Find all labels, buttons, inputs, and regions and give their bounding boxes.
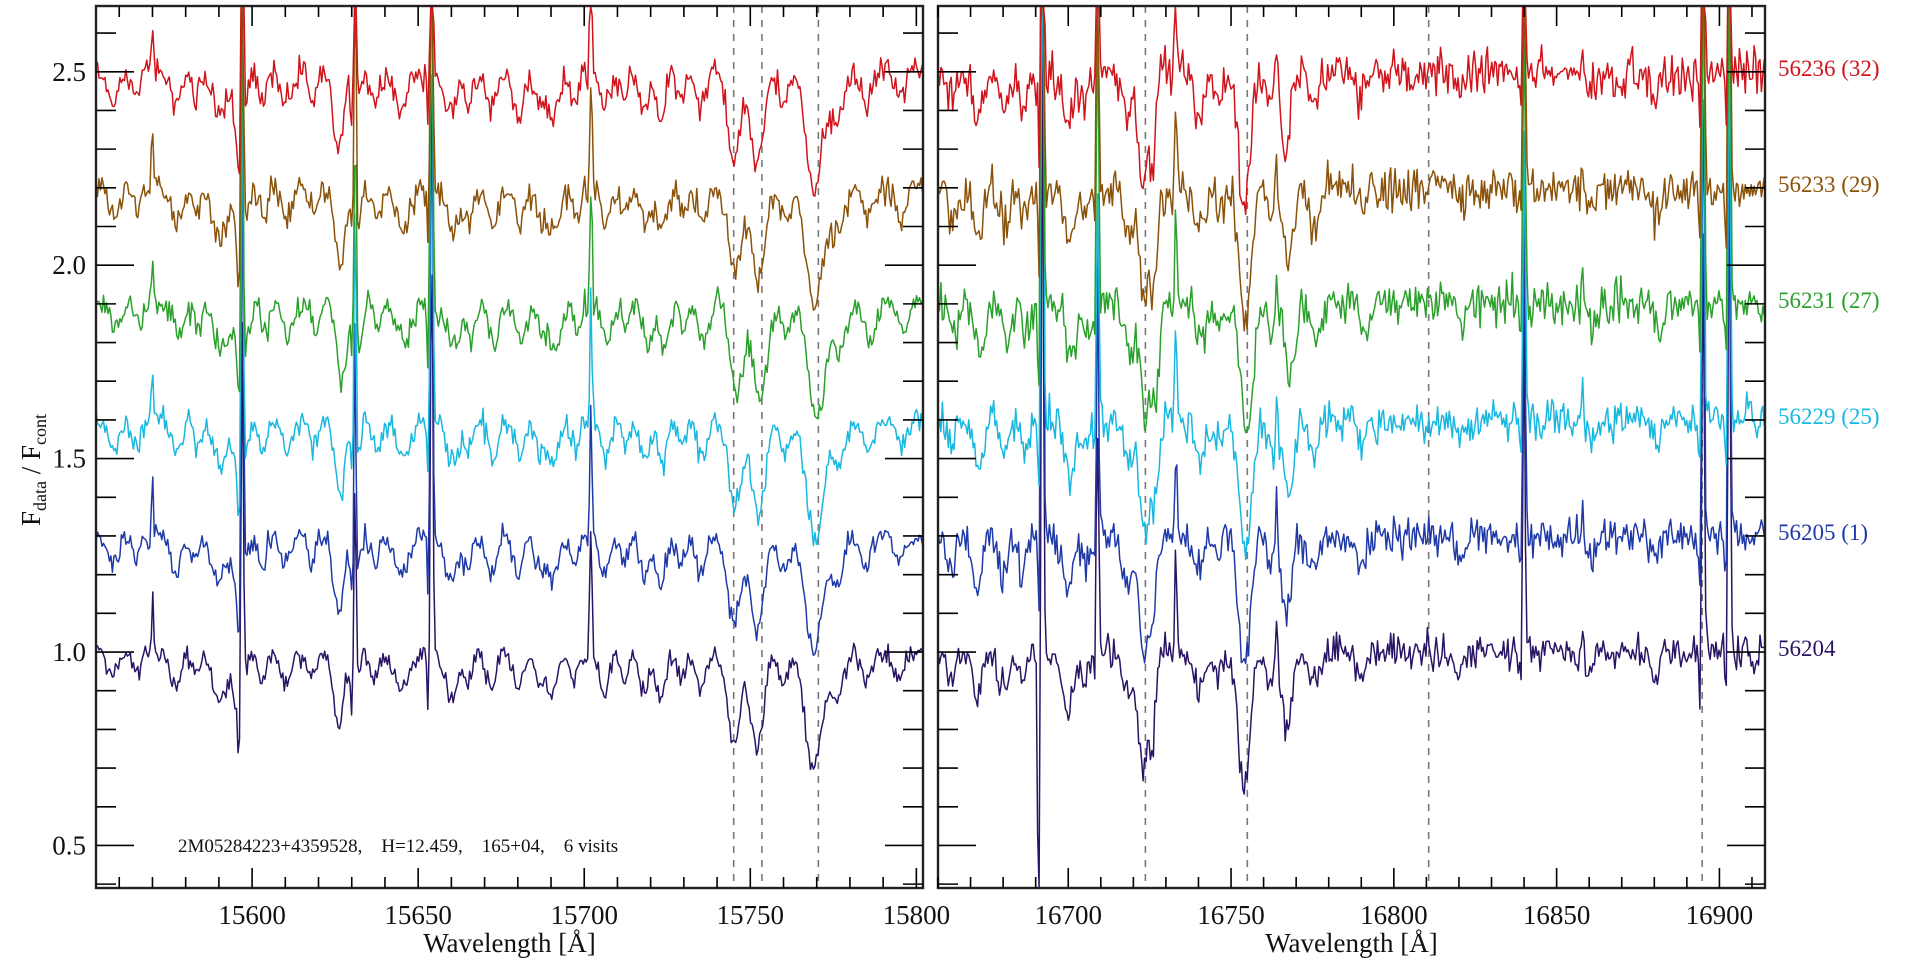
x-tick-label: 16800: [1360, 900, 1428, 930]
spectrum-56233: [96, 6, 923, 311]
y-tick-label: 1.5: [52, 444, 86, 474]
y-tick-label: 2.0: [52, 250, 86, 280]
right-panel: 16700 16750 16800 16850 16900 Wavelength [Å]: [936, 4, 1767, 958]
spectrum-56231: [96, 6, 923, 420]
y-axis-label: Fdata / Fcont: [16, 414, 50, 526]
spectrum-56205: [938, 6, 1765, 665]
series-labels: 56204 56205 (1) 56229 (25) 56231 (27) 56233 …: [1778, 56, 1880, 661]
series-label: 56233 (29): [1778, 172, 1880, 197]
x-axis-label: Wavelength [Å]: [1265, 928, 1438, 958]
x-tick-label: 16700: [1034, 900, 1102, 930]
series-label: 56231 (27): [1778, 288, 1880, 313]
x-tick-label: 15600: [218, 900, 286, 930]
series-label: 56229 (25): [1778, 404, 1880, 429]
series-label: 56236 (32): [1778, 56, 1880, 81]
x-axis-label: Wavelength [Å]: [423, 928, 596, 958]
spectrum-56229: [96, 6, 923, 547]
y-tick-label: 0.5: [52, 830, 86, 860]
x-tick-label: 16750: [1197, 900, 1265, 930]
x-tick-label: 16900: [1686, 900, 1754, 930]
star-annotation: 2M05284223+4359528, H=12.459, 165+04, 6 …: [178, 836, 618, 857]
left-panel: 15600 15650 15700 15750 15800 Wavelength [Å] 0…: [52, 4, 951, 958]
spectrum-56205: [96, 73, 923, 657]
spectrum-56229: [938, 6, 1765, 561]
spectrum-56231: [938, 6, 1765, 434]
series-label: 56205 (1): [1778, 520, 1868, 545]
x-tick-label: 15800: [883, 900, 951, 930]
plot-frame: [94, 4, 925, 890]
plot-frame: [936, 4, 1767, 890]
spectrum-56204: [938, 25, 1765, 888]
x-tick-label: 15650: [384, 900, 452, 930]
spectrum-56233: [938, 6, 1765, 332]
series-label: 56204: [1778, 636, 1836, 661]
x-tick-label: 15750: [717, 900, 785, 930]
y-tick-label: 1.0: [52, 637, 86, 667]
spectrum-56236: [938, 6, 1765, 216]
y-tick-label: 2.5: [52, 57, 86, 87]
x-tick-label: 15700: [550, 900, 618, 930]
x-tick-label: 16850: [1523, 900, 1591, 930]
spectrum-56204: [96, 274, 923, 771]
spectrum-56236: [96, 6, 923, 197]
